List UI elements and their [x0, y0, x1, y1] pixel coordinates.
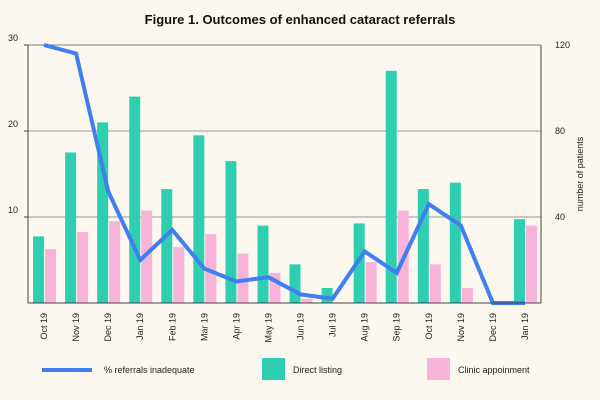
- legend-label-line: % referrals inadequate: [104, 365, 195, 375]
- bar-clinic-appointment: [429, 264, 441, 303]
- x-tick-label: Nov 19: [71, 313, 81, 342]
- x-tick-label: Jan 19: [520, 313, 530, 340]
- x-tick-label: Nov 19: [456, 313, 466, 342]
- legend-layer: % referrals inadequate Direct listing Clin…: [42, 358, 530, 380]
- bar-clinic-appointment: [173, 247, 185, 303]
- bar-clinic-appointment: [141, 210, 153, 303]
- bar-direct-listing: [321, 287, 333, 303]
- line-referrals-inadequate: [43, 43, 525, 305]
- bar-direct-listing: [257, 225, 269, 303]
- x-tick-label: Oct 19: [424, 313, 434, 340]
- right-tick-label: 80: [555, 126, 565, 136]
- chart-title: Figure 1. Outcomes of enhanced cataract …: [145, 12, 456, 27]
- bar-direct-listing: [225, 161, 237, 303]
- x-tick-label: Sep 19: [392, 313, 402, 342]
- legend-label-direct: Direct listing: [293, 365, 342, 375]
- left-tick-label: 30: [8, 33, 18, 43]
- left-tick-label: 10: [8, 205, 18, 215]
- bar-direct-listing: [417, 189, 429, 303]
- bar-direct-listing: [193, 135, 205, 303]
- legend-swatch-direct: [262, 358, 285, 380]
- bar-direct-listing: [385, 70, 397, 303]
- axes-layer: 40 80 120 10 20 30 number of patients Oct 19 Nov…: [8, 33, 585, 343]
- bar-direct-listing: [289, 264, 301, 303]
- bars-layer: [33, 70, 537, 304]
- bar-clinic-appointment: [525, 225, 537, 303]
- x-tick-label: Aug 19: [360, 313, 370, 342]
- left-tick-label: 20: [8, 119, 18, 129]
- x-tick-label: Feb 19: [167, 313, 177, 341]
- bar-direct-listing: [161, 189, 173, 303]
- x-tick-label: Jan 19: [135, 313, 145, 340]
- bar-direct-listing: [97, 122, 109, 304]
- x-tick-label: Dec 19: [488, 313, 498, 342]
- bar-clinic-appointment: [45, 249, 57, 303]
- bar-clinic-appointment: [269, 272, 281, 303]
- x-tick-label: Oct 19: [39, 313, 49, 340]
- x-tick-label: Jul 19: [328, 313, 338, 337]
- bar-direct-listing: [129, 96, 141, 303]
- bar-clinic-appointment: [109, 221, 121, 303]
- right-tick-label: 40: [555, 212, 565, 222]
- x-tick-label: Apr 19: [231, 313, 241, 340]
- bar-clinic-appointment: [301, 298, 313, 303]
- x-tick-label: Mar 19: [199, 313, 209, 341]
- x-tick-label: May 19: [263, 313, 273, 343]
- bar-direct-listing: [449, 182, 461, 303]
- bar-direct-listing: [513, 219, 525, 303]
- x-tick-label: Dec 19: [103, 313, 113, 342]
- bar-clinic-appointment: [77, 232, 89, 303]
- right-tick-label: 120: [555, 40, 570, 50]
- bar-direct-listing: [353, 223, 365, 303]
- bar-direct-listing: [65, 152, 77, 303]
- legend-label-clinic: Clinic appoinment: [458, 365, 530, 375]
- right-axis-label: number of patients: [575, 136, 585, 211]
- bar-clinic-appointment: [237, 253, 249, 303]
- x-tick-label: Jun 19: [296, 313, 306, 340]
- bar-clinic-appointment: [365, 262, 377, 303]
- legend-swatch-clinic: [427, 358, 450, 380]
- bar-direct-listing: [33, 236, 45, 303]
- bar-clinic-appointment: [205, 234, 217, 303]
- bar-clinic-appointment: [461, 287, 473, 303]
